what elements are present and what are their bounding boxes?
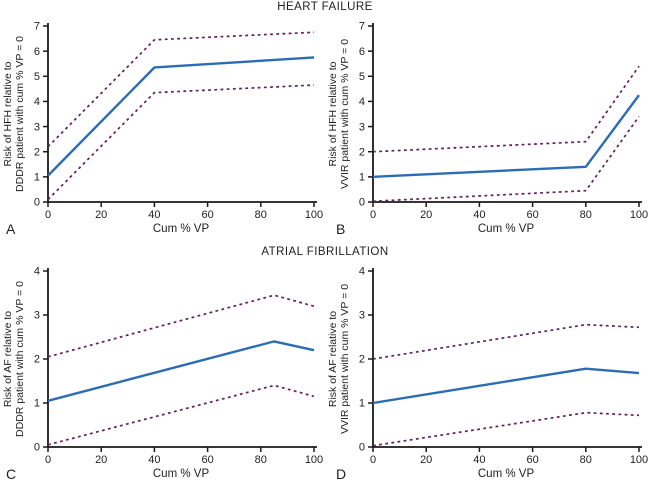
y-axis-title-line: Risk of AF relative to bbox=[327, 311, 339, 407]
y-tick-label: 7 bbox=[34, 21, 40, 33]
y-tick-label: 2 bbox=[34, 146, 40, 158]
y-tick-label: 4 bbox=[34, 96, 40, 108]
panel-b-chart: 0 1 2 3 4 5 6 7 0 20 40 60 80 100 Cum % VP Risk of HFH … bbox=[327, 21, 648, 235]
y-axis-title-line: Risk of AF relative to bbox=[2, 311, 14, 407]
y-tick-label: 4 bbox=[359, 96, 365, 108]
x-tick-label: 60 bbox=[201, 454, 213, 466]
x-tick-label: 40 bbox=[148, 454, 160, 466]
y-tick-label: 2 bbox=[359, 146, 365, 158]
x-tick-label: 60 bbox=[526, 209, 538, 221]
y-tick-label: 4 bbox=[34, 266, 40, 278]
series-relative-risk-estimate bbox=[372, 94, 640, 179]
y-axis-title-line: DDDR patient with cum % VP = 0 bbox=[14, 36, 26, 192]
y-axis-title-line: VVIR patient with cum % VP = 0 bbox=[339, 39, 351, 189]
series-upper-confidence-limit bbox=[372, 65, 640, 153]
y-axis-title-line: Risk of HFH relative to bbox=[2, 61, 14, 166]
x-axis-title: Cum % VP bbox=[153, 468, 210, 480]
panel-a-chart: 0 1 2 3 4 5 6 7 0 20 40 60 80 100 Cum % VP Risk of HFH … bbox=[2, 21, 323, 235]
x-tick-label: 0 bbox=[45, 209, 51, 221]
series-lower-confidence-limit bbox=[372, 116, 640, 203]
panel-label-c: C bbox=[6, 466, 17, 482]
series-lower-confidence-limit bbox=[47, 384, 315, 446]
x-tick-label: 20 bbox=[420, 209, 432, 221]
y-tick-label: 1 bbox=[359, 172, 365, 184]
x-tick-label: 20 bbox=[95, 454, 107, 466]
y-axis-title-line: DDDR patient with cum % VP = 0 bbox=[14, 281, 26, 437]
series-upper-confidence-limit bbox=[47, 31, 315, 148]
panel-label-b: B bbox=[336, 221, 346, 237]
y-tick-label: 2 bbox=[34, 354, 40, 366]
x-tick-label: 0 bbox=[370, 454, 376, 466]
x-tick-label: 20 bbox=[420, 454, 432, 466]
x-tick-label: 40 bbox=[473, 454, 485, 466]
panel-label-a: A bbox=[6, 221, 16, 237]
x-axis-title: Cum % VP bbox=[478, 223, 535, 235]
y-tick-label: 3 bbox=[359, 310, 365, 322]
series-lower-confidence-limit bbox=[372, 411, 640, 447]
section-title-atrial-fibrillation: ATRIAL FIBRILLATION bbox=[261, 246, 389, 258]
y-tick-label: 5 bbox=[34, 71, 40, 83]
y-tick-label: 6 bbox=[359, 46, 365, 58]
x-tick-label: 40 bbox=[148, 209, 160, 221]
x-tick-label: 40 bbox=[473, 209, 485, 221]
x-tick-label: 60 bbox=[201, 209, 213, 221]
y-tick-label: 1 bbox=[359, 398, 365, 410]
x-tick-label: 0 bbox=[370, 209, 376, 221]
series-upper-confidence-limit bbox=[372, 323, 640, 360]
y-axis-title-line: Risk of HFH relative to bbox=[327, 61, 339, 166]
x-tick-label: 20 bbox=[95, 209, 107, 221]
x-tick-label: 60 bbox=[526, 454, 538, 466]
series-upper-confidence-limit bbox=[47, 294, 315, 358]
panel-label-d: D bbox=[336, 466, 347, 482]
y-tick-label: 5 bbox=[359, 71, 365, 83]
y-tick-label: 1 bbox=[34, 172, 40, 184]
series-relative-risk-estimate bbox=[47, 56, 315, 177]
y-tick-label: 4 bbox=[359, 266, 365, 278]
x-tick-label: 100 bbox=[630, 209, 648, 221]
y-tick-label: 0 bbox=[359, 442, 365, 454]
section-title-heart-failure: HEART FAILURE bbox=[277, 1, 373, 13]
series-lower-confidence-limit bbox=[47, 84, 315, 201]
x-tick-label: 80 bbox=[255, 209, 267, 221]
x-tick-label: 80 bbox=[255, 454, 267, 466]
y-tick-label: 1 bbox=[34, 398, 40, 410]
x-tick-label: 0 bbox=[45, 454, 51, 466]
x-tick-label: 100 bbox=[305, 454, 323, 466]
y-tick-label: 0 bbox=[34, 197, 40, 209]
y-tick-label: 7 bbox=[359, 21, 365, 33]
series-relative-risk-estimate bbox=[47, 340, 315, 402]
x-tick-label: 80 bbox=[580, 454, 592, 466]
x-tick-label: 100 bbox=[630, 454, 648, 466]
x-tick-label: 80 bbox=[580, 209, 592, 221]
y-tick-label: 0 bbox=[34, 442, 40, 454]
y-tick-label: 3 bbox=[34, 310, 40, 322]
y-tick-label: 6 bbox=[34, 46, 40, 58]
y-tick-label: 3 bbox=[34, 121, 40, 133]
x-axis-title: Cum % VP bbox=[478, 468, 535, 480]
x-tick-label: 100 bbox=[305, 209, 323, 221]
x-axis-title: Cum % VP bbox=[153, 223, 210, 235]
series-relative-risk-estimate bbox=[372, 367, 640, 405]
y-tick-label: 3 bbox=[359, 121, 365, 133]
y-tick-label: 2 bbox=[359, 354, 365, 366]
y-axis-title-line: VVIR patient with cum % VP = 0 bbox=[339, 284, 351, 434]
y-tick-label: 0 bbox=[359, 197, 365, 209]
